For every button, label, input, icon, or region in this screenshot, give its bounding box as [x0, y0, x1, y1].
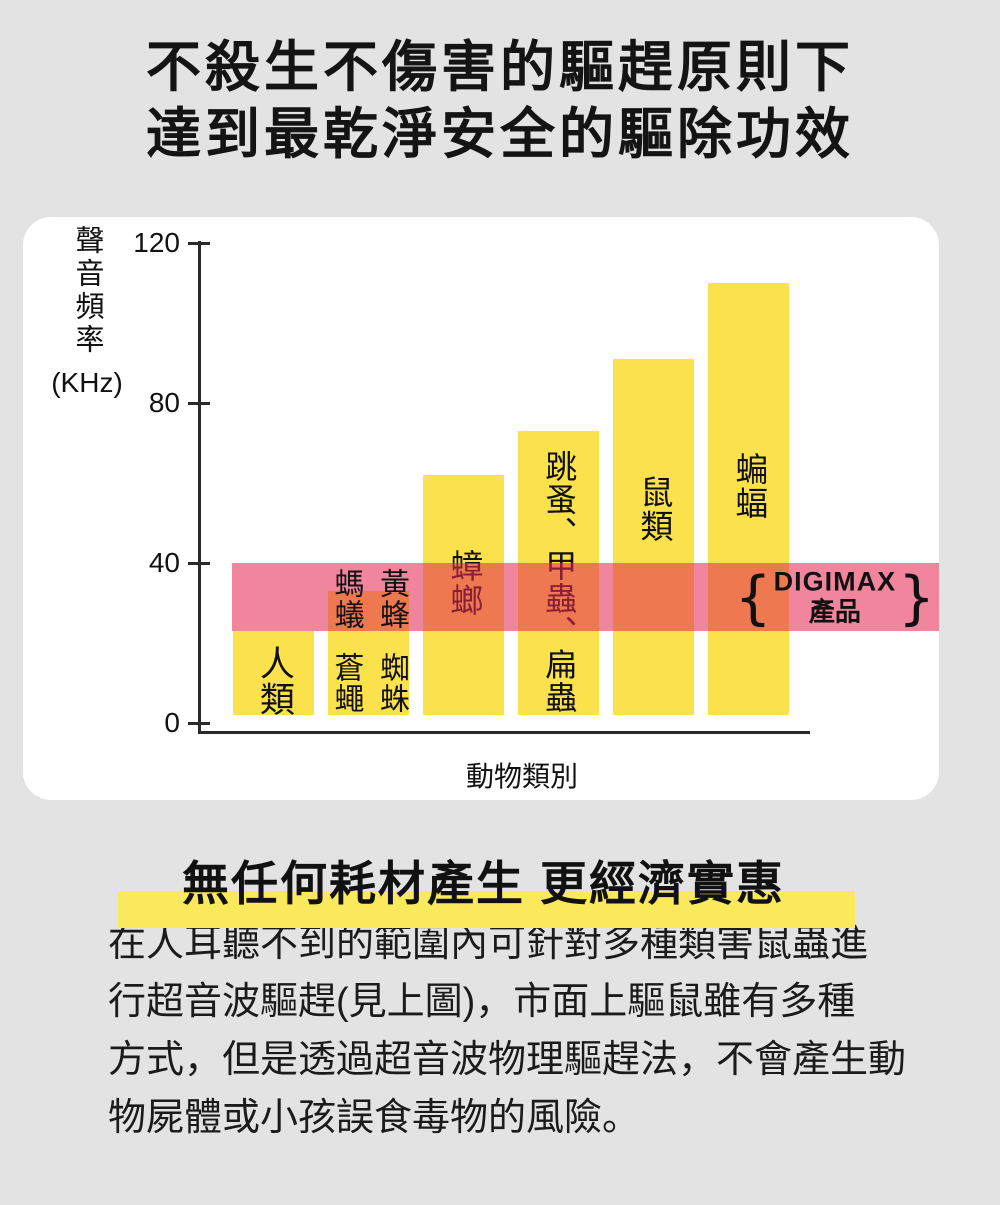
bar-label-螞蟻、蒼蠅、黃蜂、蜘蛛: 螞蟻蒼蠅 黃蜂蜘蛛 [318, 568, 419, 714]
bar-label-word: 蜘蛛 [375, 652, 408, 714]
y-axis-unit: (KHz) [51, 367, 123, 398]
page-title-line2: 達到最乾淨安全的驅除功效 [145, 103, 854, 165]
y-tick [188, 722, 210, 725]
y-axis-title: 聲音頻率 [71, 225, 103, 357]
digimax-product-text: 產品 [808, 596, 861, 627]
headline-highlight-bar [118, 891, 855, 928]
y-tick [188, 402, 210, 405]
left-brace: { [734, 563, 772, 631]
bar-label-word: 黃蜂 [375, 568, 408, 630]
body-paragraph: 在人耳聽不到的範圍內可針對多種類害鼠蟲進 行超音波驅趕(見上圖)，市面上驅鼠雖有… [108, 915, 968, 1147]
y-axis-line [198, 241, 201, 733]
bar-label-word: 蝙蝠 [730, 452, 768, 520]
y-tick [188, 242, 210, 245]
bar-label-鼠類: 鼠類 [603, 475, 704, 543]
page-title: 不殺生不傷害的驅趕原則下 達到最乾淨安全的驅除功效 [0, 34, 1000, 168]
bar-label-人類: 人類 [223, 645, 324, 717]
bar-label-word: 人類 [254, 645, 294, 717]
bar-label-word: 螞蟻 [329, 568, 363, 630]
x-axis-label: 動物類別 [465, 761, 578, 792]
y-tick-label: 40 [148, 547, 180, 578]
y-axis-title-block: 聲音頻率 (KHz) [51, 225, 123, 399]
headline-section: 無任何耗材產生 更經濟實惠 [0, 845, 1000, 935]
bar-label-蝙蝠: 蝙蝠 [698, 452, 799, 520]
x-axis-line [198, 731, 810, 734]
y-tick-label: 120 [133, 227, 180, 258]
bar-label-word: 蒼蠅 [329, 652, 363, 714]
digimax-product-label: {DIGIMAX 產品} [734, 563, 935, 631]
body-line: 在人耳聽不到的範圍內可針對多種類害鼠蟲進 [108, 923, 869, 965]
headline-text: 無任何耗材產生 更經濟實惠 [182, 857, 786, 910]
y-tick [188, 562, 210, 565]
bar-鼠類 [613, 359, 694, 715]
bar-人類 [233, 631, 314, 715]
body-line: 方式，但是透過超音波物理驅趕法，不會產生動 [108, 1039, 907, 1081]
y-tick-label: 0 [164, 707, 180, 738]
y-tick-label: 80 [148, 387, 180, 418]
digimax-frequency-band: {DIGIMAX 產品} [232, 563, 939, 631]
plot-area: 動物類別 04080120人類螞蟻蒼蠅黃蜂蜘蛛蟑螂跳蚤、甲蟲、扁蟲鼠類蝙蝠{DI… [133, 228, 939, 792]
page-title-line1: 不殺生不傷害的驅趕原則下 [145, 36, 854, 98]
bar-蝙蝠 [708, 283, 789, 715]
right-brace: } [898, 563, 935, 631]
frequency-chart-card: 聲音頻率 (KHz) 動物類別 04080120人類螞蟻蒼蠅黃蜂蜘蛛蟑螂跳蚤、甲… [23, 217, 939, 800]
body-line: 物屍體或小孩誤食毒物的風險。 [108, 1097, 641, 1139]
body-line: 行超音波驅趕(見上圖)，市面上驅鼠雖有多種 [108, 981, 856, 1023]
digimax-text-block: DIGIMAX 產品 [773, 566, 897, 627]
digimax-brand-text: DIGIMAX [773, 566, 897, 597]
bar-label-word: 鼠類 [635, 475, 673, 543]
